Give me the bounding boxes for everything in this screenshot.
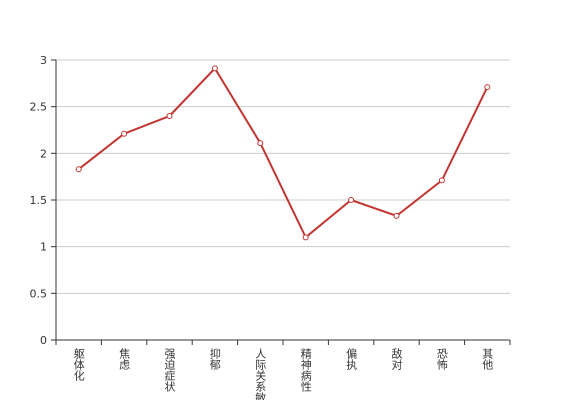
point (75, 166, 82, 173)
point (438, 177, 445, 184)
y-tick-label: 1.5 (30, 194, 48, 207)
x-tick-label: 敌对 (390, 347, 403, 370)
point (166, 113, 173, 119)
point (121, 130, 128, 137)
x-tick-label: 人际关系敏 (254, 348, 267, 400)
point (211, 65, 218, 72)
x-tick-label: 精神病性 (299, 348, 312, 393)
point (393, 212, 400, 219)
x-tick-label: 焦虑 (118, 348, 131, 370)
line (78, 66, 489, 239)
x-tick-label: 其他 (481, 348, 494, 370)
x-tick-label: 躯体化 (72, 348, 85, 382)
point (302, 234, 309, 241)
x-tick-label: 恐怖 (435, 348, 448, 370)
x-tick-label: 强迫症状 (163, 348, 176, 392)
point (348, 197, 355, 203)
y-tick-label: 1 (40, 241, 47, 254)
y-tick-label: 2 (40, 147, 47, 160)
point (257, 140, 264, 147)
y-tick-label: 2.5 (30, 101, 48, 114)
y-tick-label: 0 (40, 334, 47, 347)
x-tick-label: 抑郁 (208, 347, 221, 370)
y-tick-label: 0.5 (30, 287, 48, 300)
x-tick-label: 偏执 (345, 347, 358, 371)
point (484, 84, 491, 91)
y-tick-label: 3 (40, 54, 47, 67)
